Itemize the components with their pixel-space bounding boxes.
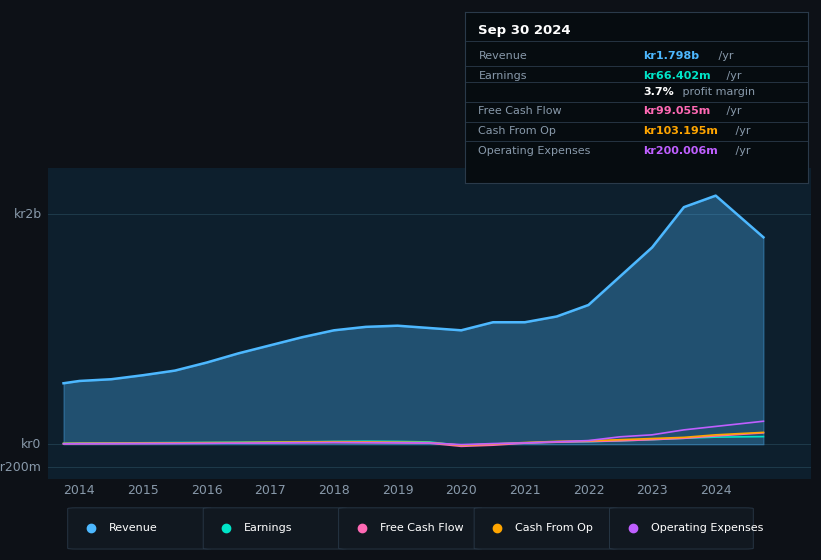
Text: kr0: kr0 bbox=[21, 438, 42, 451]
Text: Earnings: Earnings bbox=[479, 71, 527, 81]
FancyBboxPatch shape bbox=[67, 508, 212, 549]
Text: Free Cash Flow: Free Cash Flow bbox=[380, 524, 463, 534]
Text: /yr: /yr bbox=[723, 71, 742, 81]
Text: /yr: /yr bbox=[732, 126, 751, 136]
FancyBboxPatch shape bbox=[475, 508, 617, 549]
Text: kr200.006m: kr200.006m bbox=[643, 146, 718, 156]
Text: Sep 30 2024: Sep 30 2024 bbox=[479, 24, 571, 38]
Text: kr99.055m: kr99.055m bbox=[643, 106, 710, 116]
Text: Cash From Op: Cash From Op bbox=[479, 126, 557, 136]
Text: Earnings: Earnings bbox=[245, 524, 293, 534]
FancyBboxPatch shape bbox=[203, 508, 346, 549]
Text: /yr: /yr bbox=[723, 106, 742, 116]
FancyBboxPatch shape bbox=[338, 508, 482, 549]
Text: /yr: /yr bbox=[714, 51, 733, 61]
Text: 3.7%: 3.7% bbox=[643, 87, 674, 97]
Text: Operating Expenses: Operating Expenses bbox=[650, 524, 763, 534]
Text: -kr200m: -kr200m bbox=[0, 461, 42, 474]
Text: Free Cash Flow: Free Cash Flow bbox=[479, 106, 562, 116]
Text: Revenue: Revenue bbox=[108, 524, 158, 534]
Text: profit margin: profit margin bbox=[679, 87, 755, 97]
Text: kr1.798b: kr1.798b bbox=[643, 51, 699, 61]
Text: kr103.195m: kr103.195m bbox=[643, 126, 718, 136]
Text: /yr: /yr bbox=[732, 146, 751, 156]
Text: Operating Expenses: Operating Expenses bbox=[479, 146, 591, 156]
Text: kr2b: kr2b bbox=[13, 208, 42, 221]
Text: Cash From Op: Cash From Op bbox=[516, 524, 593, 534]
Text: kr66.402m: kr66.402m bbox=[643, 71, 711, 81]
Text: Revenue: Revenue bbox=[479, 51, 527, 61]
FancyBboxPatch shape bbox=[609, 508, 754, 549]
